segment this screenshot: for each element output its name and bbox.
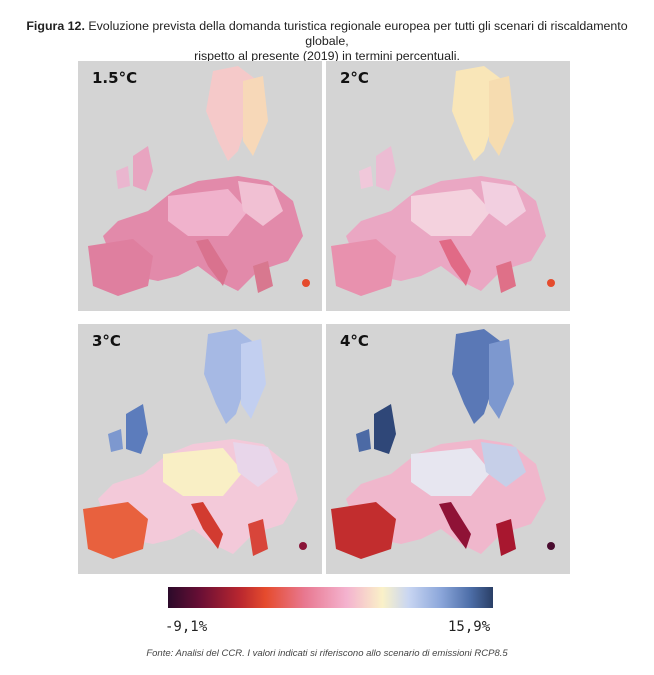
color-scale-max-label: 15,9%: [448, 619, 491, 635]
europe-map-1-5c: [78, 61, 322, 311]
map-panel-4c: 4°C: [326, 324, 570, 574]
color-scale-bar: [168, 587, 493, 608]
map-panel-2c: 2°C: [326, 61, 570, 311]
map-panel-1-5c: 1.5°C: [78, 61, 322, 311]
figure-label: Figura 12.: [26, 19, 85, 33]
figure-caption: Figura 12. Evoluzione prevista della dom…: [10, 19, 644, 64]
map-panel-3c: 3°C: [78, 324, 322, 574]
panel-label-4c: 4°C: [340, 332, 369, 350]
figure-title-2: rispetto al presente (2019) in termini p…: [194, 49, 460, 63]
panel-label-2c: 2°C: [340, 69, 369, 87]
figure-title-1: Evoluzione prevista della domanda turist…: [88, 19, 628, 48]
color-scale-min-label: -9,1%: [165, 619, 208, 635]
europe-map-2c: [326, 61, 570, 311]
panel-label-1-5c: 1.5°C: [92, 69, 138, 87]
europe-map-4c: [326, 324, 570, 574]
europe-map-3c: [78, 324, 322, 574]
panel-label-3c: 3°C: [92, 332, 121, 350]
source-note: Fonte: Analisi del CCR. I valori indicat…: [146, 648, 508, 659]
